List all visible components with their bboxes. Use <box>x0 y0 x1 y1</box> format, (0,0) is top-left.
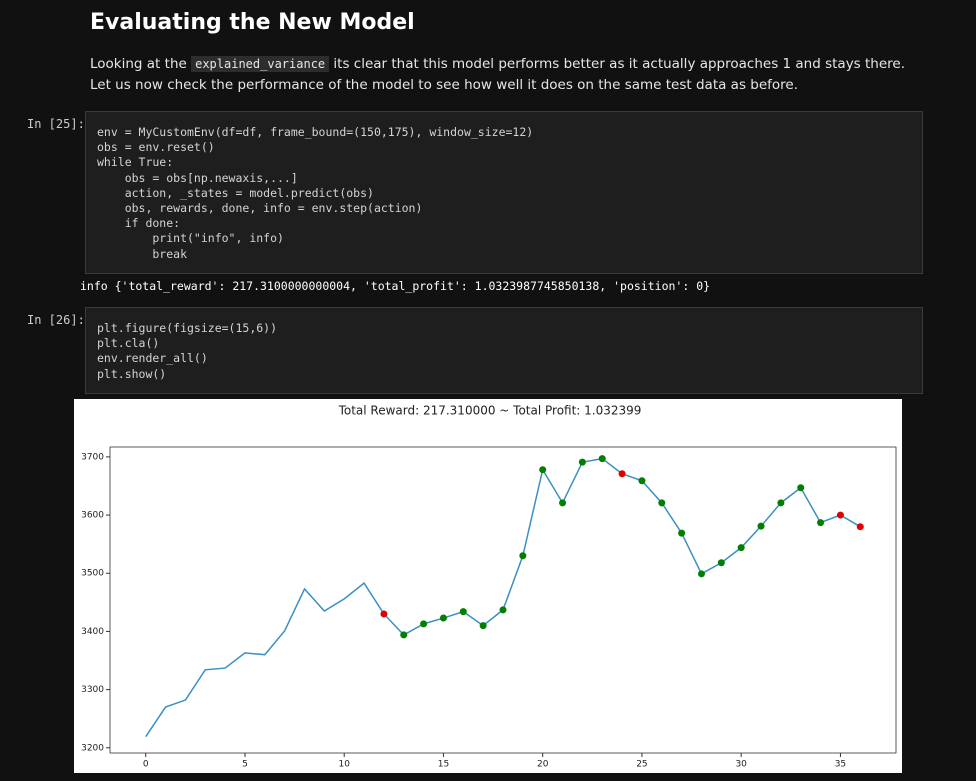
heading: Evaluating the New Model <box>90 10 415 35</box>
code-line: env.render_all() <box>97 351 208 366</box>
code-line: while True: <box>97 155 174 170</box>
position-marker <box>578 458 586 466</box>
code: env = MyCustomEnv(df=df, frame_bound=(15… <box>97 125 911 262</box>
y-tick-label: 3200 <box>81 743 104 753</box>
x-tick-label: 30 <box>735 760 747 770</box>
code-line: print("info", info) <box>97 231 284 246</box>
position-marker <box>380 610 388 618</box>
text: Looking at the <box>90 56 192 72</box>
position-marker <box>757 522 765 530</box>
code-line: obs, rewards, done, info = env.step(acti… <box>97 201 423 216</box>
position-marker <box>797 484 805 492</box>
position-marker <box>519 552 527 560</box>
y-tick-label: 3400 <box>81 627 104 637</box>
position-marker <box>678 529 686 537</box>
position-marker <box>459 608 467 616</box>
code-cell[interactable]: plt.figure(figsize=(15,6)) plt.cla() env.r… <box>85 307 923 394</box>
text: its clear that this model performs bette… <box>90 56 906 93</box>
position-marker <box>559 499 567 507</box>
output: info {'total_reward': 217.3100000000004,… <box>80 279 711 293</box>
code-line: plt.cla() <box>97 336 160 351</box>
code-line: obs = env.reset() <box>97 140 215 155</box>
prompt: In [26]: <box>27 313 85 327</box>
position-marker <box>856 523 864 531</box>
position-marker <box>420 620 428 628</box>
position-marker <box>697 570 705 578</box>
position-marker <box>539 466 547 474</box>
code-line: plt.show() <box>97 366 167 381</box>
chart-title: Total Reward: 217.310000 ~ Total Profit:… <box>338 404 642 418</box>
y-tick-label: 3700 <box>81 452 104 462</box>
position-marker <box>479 622 487 630</box>
position-marker <box>598 455 606 463</box>
plot-frame <box>109 446 897 754</box>
x-tick-label: 20 <box>537 760 549 770</box>
x-tick-label: 35 <box>835 760 846 770</box>
code-line: plt.figure(figsize=(15,6)) <box>97 321 278 335</box>
position-marker <box>777 499 785 507</box>
x-tick-label: 25 <box>636 760 647 770</box>
chart: Total Reward: 217.310000 ~ Total Profit:… <box>74 399 902 773</box>
position-marker <box>499 606 507 614</box>
position-marker <box>400 631 408 639</box>
x-tick-label: 15 <box>438 760 449 770</box>
position-marker <box>638 477 646 485</box>
position-marker <box>836 511 844 519</box>
y-tick-label: 3600 <box>81 511 104 521</box>
code-line: action, _states = model.predict(obs) <box>97 185 374 200</box>
code-cell[interactable]: env = MyCustomEnv(df=df, frame_bound=(15… <box>85 111 923 274</box>
code: plt.figure(figsize=(15,6)) plt.cla() env.r… <box>97 321 911 382</box>
x-tick-label: 0 <box>143 760 149 770</box>
position-marker <box>817 519 825 527</box>
paragraph: Looking at the explained_variance its cl… <box>90 54 920 96</box>
position-marker <box>717 559 725 567</box>
position-marker <box>439 614 447 622</box>
code-line: obs = obs[np.newaxis,...] <box>97 170 298 185</box>
position-marker <box>737 544 745 552</box>
x-tick-label: 5 <box>242 760 248 770</box>
y-tick-label: 3300 <box>81 685 104 695</box>
prompt: In [25]: <box>27 117 85 131</box>
inline-code: explained_variance <box>191 56 330 72</box>
code-line: env = MyCustomEnv(df=df, frame_bound=(15… <box>97 125 534 139</box>
position-marker <box>658 499 666 507</box>
x-tick-label: 10 <box>338 760 350 770</box>
position-marker <box>618 470 626 478</box>
y-tick-label: 3500 <box>81 569 104 579</box>
price-line <box>145 457 861 738</box>
code-line: break <box>97 246 188 261</box>
code-line: if done: <box>97 216 181 231</box>
